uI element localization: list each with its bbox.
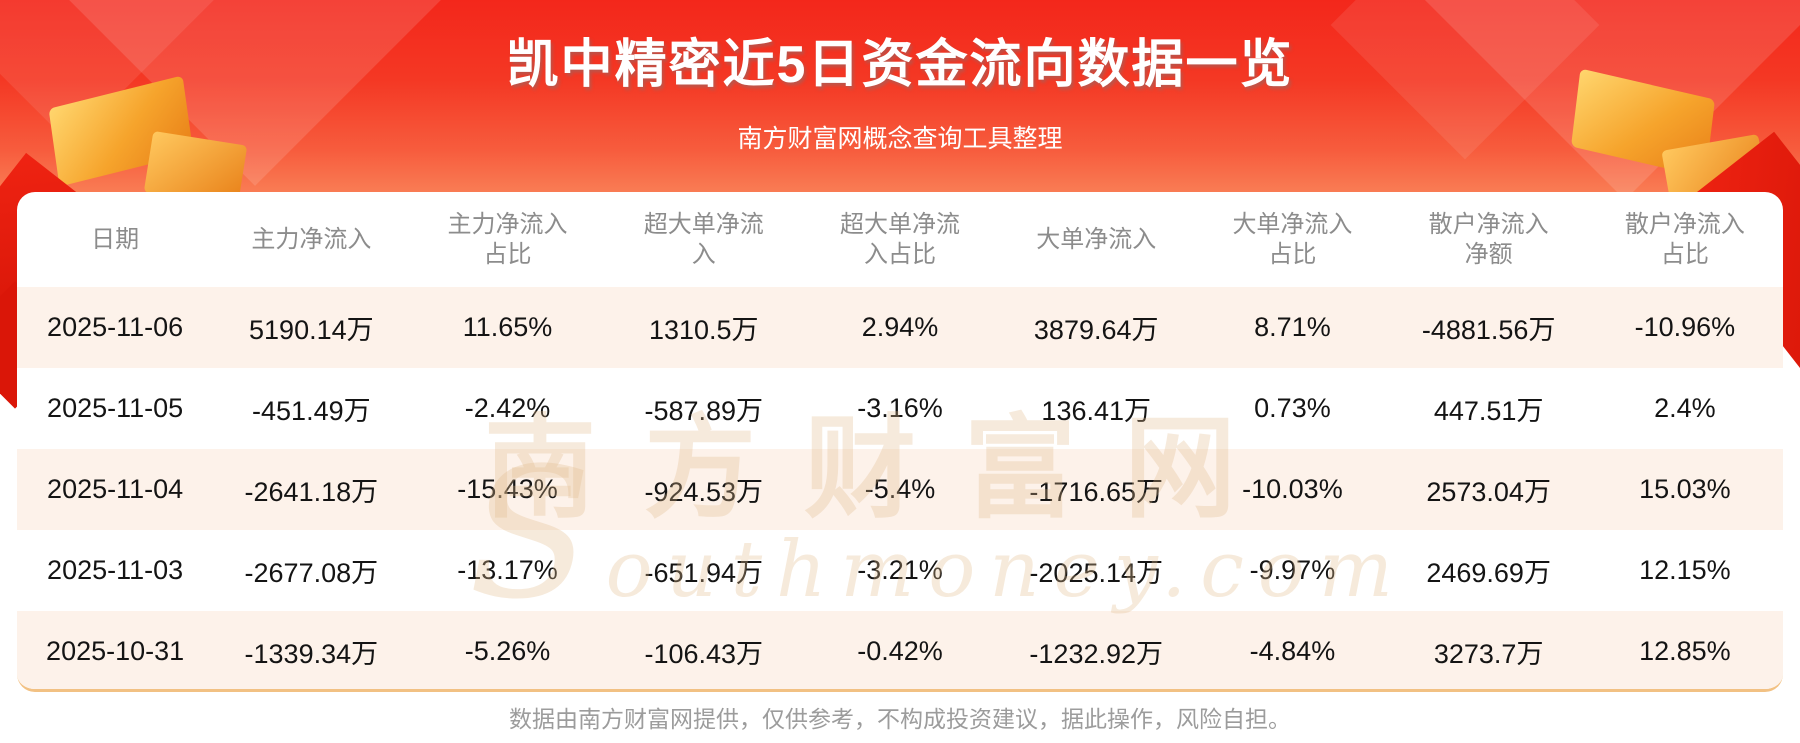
table-cell: -106.43万 (644, 639, 764, 669)
table-cell: 0.73% (1254, 393, 1331, 423)
table-cell: 8.71% (1254, 312, 1331, 342)
table-cell: -2641.18万 (244, 477, 379, 507)
table-cell: -587.89万 (644, 396, 764, 426)
header-cell: 大单净流入 占比 (1232, 210, 1353, 268)
header-cell: 大单净流入 (1036, 225, 1157, 253)
table-cell: -4.84% (1249, 636, 1336, 666)
table-cell: 2025-11-05 (47, 393, 184, 423)
header-cell: 超大单净流 入占比 (839, 210, 960, 268)
table-cell: 12.15% (1639, 555, 1731, 585)
table-cell: 2.4% (1654, 393, 1716, 423)
table-cell: 2025-11-03 (47, 555, 184, 585)
table-row: 2025-11-06 5190.14万 11.65% 1310.5万 2.94% 3879… (17, 287, 1783, 368)
header-cell: 散户净流入 净额 (1428, 210, 1549, 268)
table-cell: -2677.08万 (244, 558, 379, 588)
table-cell: -1232.92万 (1029, 639, 1164, 669)
table-cell: 15.03% (1639, 474, 1731, 504)
fund-flow-table-card: 日期 主力净流入 主力净流入 占比 超大单净流 入 超大单净流 入占比 大单净流入 大单净流… (17, 192, 1783, 692)
table-cell: -3.16% (857, 393, 943, 423)
table-cell: -1716.65万 (1029, 477, 1164, 507)
header-cell: 主力净流入 (251, 225, 372, 253)
header-cell: 主力净流入 占比 (447, 210, 568, 268)
footer-disclaimer: 数据由南方财富网提供，仅供参考，不构成投资建议，据此操作，风险自担。 (509, 706, 1291, 732)
table-header-row: 日期 主力净流入 主力净流入 占比 超大单净流 入 超大单净流 入占比 大单净流入 大单净流… (17, 192, 1783, 287)
table-body: 2025-11-06 5190.14万 11.65% 1310.5万 2.94% 3879… (17, 287, 1783, 689)
table-cell: 2025-11-04 (47, 474, 184, 504)
table-cell: -15.43% (457, 474, 558, 504)
table-cell: 136.41万 (1041, 396, 1152, 426)
table-cell: -13.17% (457, 555, 558, 585)
table-cell: 2469.69万 (1426, 558, 1551, 588)
table-cell: 5190.14万 (249, 315, 374, 345)
table-cell: -4881.56万 (1421, 315, 1556, 345)
table-cell: 2025-11-06 (47, 312, 184, 342)
table-cell: -9.97% (1249, 555, 1336, 585)
table-cell: 3273.7万 (1433, 639, 1544, 669)
table-cell: -5.4% (864, 474, 936, 504)
header-cell: 超大单净流 入 (643, 210, 764, 268)
page-title: 凯中精密近5日资金流向数据一览 (506, 36, 1294, 94)
banner: 凯中精密近5日资金流向数据一览 南方财富网概念查询工具整理 (0, 0, 1800, 155)
table-row: 2025-11-05 -451.49万 -2.42% -587.89万 -3.16% 13… (17, 368, 1783, 449)
table-row: 2025-10-31 -1339.34万 -5.26% -106.43万 -0.42% -… (17, 611, 1783, 689)
table-cell: -451.49万 (252, 396, 371, 426)
header-cell: 散户净流入 占比 (1624, 210, 1745, 268)
header-cell: 日期 (91, 225, 140, 253)
table-cell: -651.94万 (644, 558, 764, 588)
table-cell: -2025.14万 (1029, 558, 1164, 588)
table-cell: 2025-10-31 (46, 636, 185, 666)
table-cell: 3879.64万 (1033, 315, 1159, 345)
table-cell: -10.96% (1634, 312, 1736, 342)
table-cell: 2.94% (861, 312, 939, 342)
table-row: 2025-11-03 -2677.08万 -13.17% -651.94万 -3.21%… (17, 530, 1783, 611)
table-cell: -3.21% (857, 555, 943, 585)
table-cell: 1310.5万 (648, 315, 759, 345)
table-cell: 2573.04万 (1426, 477, 1551, 507)
table-row: 2025-11-04 -2641.18万 -15.43% -924.53万 -5.4% -… (17, 449, 1783, 530)
table-cell: -0.42% (857, 636, 943, 666)
page-subtitle: 南方财富网概念查询工具整理 (737, 125, 1063, 153)
table-cell: -1339.34万 (244, 639, 379, 669)
table-cell: 12.85% (1639, 636, 1731, 666)
table-cell: 11.65% (462, 312, 553, 342)
table-cell: 447.51万 (1433, 396, 1544, 426)
table-cell: -924.53万 (644, 477, 764, 507)
table-cell: -10.03% (1242, 474, 1343, 504)
table-cell: -2.42% (464, 393, 551, 423)
table-cell: -5.26% (464, 636, 551, 666)
